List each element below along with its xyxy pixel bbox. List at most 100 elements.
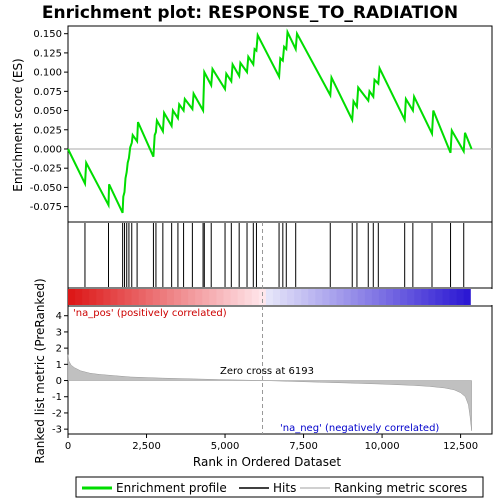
rank-y-tick-label: -1 [52, 392, 62, 403]
es-y-tick-label: 0.100 [33, 68, 62, 79]
rank-y-tick-label: 0 [56, 376, 62, 387]
color-bar-segment [371, 289, 380, 305]
color-bar-segment [357, 289, 366, 305]
color-bar-segment [294, 289, 302, 305]
es-panel: -0.075 -0.050 -0.025 0.000 0.025 0.050 0.075 0.… [11, 25, 493, 223]
color-bar-segment [265, 289, 274, 305]
color-bar-segment [82, 289, 90, 305]
color-bar-segment [463, 289, 472, 305]
color-bar-segment [484, 289, 493, 305]
legend-hits-label: Hits [273, 481, 296, 495]
enrichment-profile-line [67, 28, 473, 214]
color-bar-segment [428, 289, 436, 305]
color-bar-segment [103, 289, 111, 305]
color-bar-segment [230, 289, 239, 305]
rank-y-tick-label: -3 [52, 425, 62, 436]
color-bar-segment [272, 289, 281, 305]
zero-cross-label: Zero cross at 6193 [220, 366, 314, 377]
rank-x-tick-label: 5,000 [211, 441, 240, 452]
color-bar-segment [301, 289, 309, 305]
es-y-tick-label: 0.050 [33, 106, 62, 117]
rank-y-tick-label: 2 [56, 344, 62, 355]
color-bar-segment [470, 289, 479, 305]
color-bar-segment [407, 289, 415, 305]
color-bar-segment [287, 289, 295, 305]
color-bar-segment [378, 289, 387, 305]
color-bar-segment [237, 289, 246, 305]
hit-marks [84, 223, 465, 287]
es-y-tick-label: 0.075 [33, 87, 62, 98]
hits-panel-frame [67, 221, 493, 289]
color-bar-segment [181, 289, 189, 305]
es-y-tick-label: 0.025 [33, 125, 62, 136]
color-bar-segment [195, 289, 203, 305]
color-bar-segment [251, 289, 260, 305]
color-bar-segment [174, 289, 182, 305]
legend-ranking-label: Ranking metric scores [334, 481, 467, 495]
es-y-tick-label: 0.150 [33, 29, 62, 40]
rank-y-tick-label: 4 [56, 311, 62, 322]
color-bar-segment [145, 289, 154, 305]
hits-panel [67, 221, 493, 289]
color-bar-segment [110, 289, 118, 305]
color-bar-segment [89, 289, 97, 305]
color-bar-segment [68, 289, 76, 305]
color-bar-segment [152, 289, 161, 305]
color-bar-segment [343, 289, 352, 305]
rank-y-axis-label: Ranked list metric (PreRanked) [33, 278, 47, 463]
color-bar-segment [435, 289, 444, 305]
ranking-metric-area [67, 354, 472, 431]
color-bar-segment [216, 289, 224, 305]
color-bar-segment [131, 289, 140, 305]
color-bar-segment [315, 289, 323, 305]
rank-y-tick-label: 1 [56, 360, 62, 371]
color-bar-segment [202, 289, 210, 305]
negative-correlation-label: 'na_neg' (negatively correlated) [280, 423, 439, 434]
es-y-axis-label: Enrichment score (ES) [11, 58, 25, 191]
color-bar-segment [456, 289, 465, 305]
color-bar-segment [364, 289, 373, 305]
color-bar-segment [350, 289, 359, 305]
color-bar-segment [322, 289, 330, 305]
color-bar-segment [244, 289, 253, 305]
color-bar-segment [308, 289, 316, 305]
color-bar-segment [166, 289, 175, 305]
color-bar-segment [188, 289, 196, 305]
color-bar-segment [280, 289, 288, 305]
color-bar-segment [138, 289, 147, 305]
es-y-tick-label: 0.000 [33, 144, 62, 155]
es-y-axis: -0.075 -0.050 -0.025 0.000 0.025 0.050 0.075 0.… [30, 29, 68, 213]
rank-y-axis: -3 -2 -1 0 1 2 3 4 [52, 311, 68, 436]
color-bar-segment [414, 289, 422, 305]
color-bar-segments [68, 289, 493, 305]
es-y-tick-label: -0.025 [30, 164, 62, 175]
rank-x-tick-label: 2,500 [132, 441, 161, 452]
color-bar-segment [421, 289, 429, 305]
color-bar-segment [223, 289, 232, 305]
color-bar-segment [209, 289, 217, 305]
positive-correlation-label: 'na_pos' (positively correlated) [73, 308, 227, 319]
rank-y-tick-label: -2 [52, 408, 62, 419]
color-bar-segment [400, 289, 408, 305]
rank-x-tick-label: 0 [65, 441, 71, 452]
color-bar-segment [386, 289, 394, 305]
rank-x-axis-label: Rank in Ordered Dataset [193, 455, 341, 469]
color-bar-segment [96, 289, 104, 305]
color-bar-segment [75, 289, 83, 305]
rank-x-axis: 0 2,500 5,000 7,500 10,000 12,500 [65, 434, 478, 452]
color-bar-segment [442, 289, 451, 305]
legend: Enrichment profile Hits Ranking metric s… [75, 476, 484, 498]
es-y-tick-label: -0.075 [30, 202, 62, 213]
rank-panel-frame [67, 305, 493, 435]
es-y-tick-label: 0.125 [33, 48, 62, 59]
legend-frame [75, 476, 484, 498]
color-bar-segment [329, 289, 338, 305]
rank-y-tick-label: 3 [56, 327, 62, 338]
rank-panel: -3 -2 -1 0 1 2 3 4 0 2,500 5,000 7,500 10,000 12,500… [33, 222, 493, 469]
rank-x-tick-label: 12,500 [443, 441, 478, 452]
chart-title: Enrichment plot: RESPONSE_TO_RADIATION [42, 3, 458, 23]
color-bar-segment [449, 289, 458, 305]
color-bar-segment [258, 289, 267, 305]
color-bar-segment [336, 289, 345, 305]
